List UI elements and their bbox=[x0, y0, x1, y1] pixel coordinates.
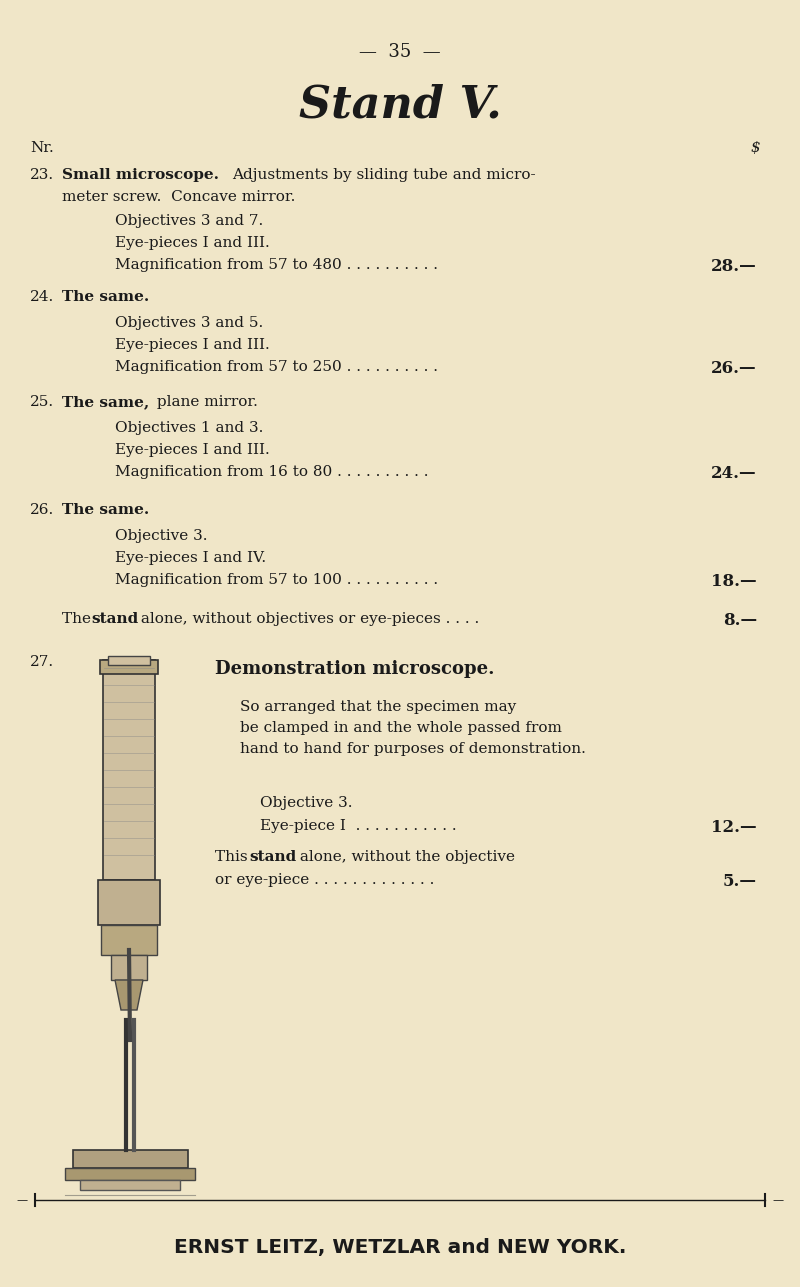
Text: stand: stand bbox=[249, 849, 296, 864]
Text: Objective 3.: Objective 3. bbox=[260, 795, 353, 810]
Text: 23.: 23. bbox=[30, 169, 54, 181]
Text: ERNST LEITZ, WETZLAR and NEW YORK.: ERNST LEITZ, WETZLAR and NEW YORK. bbox=[174, 1238, 626, 1257]
Bar bbox=[111, 955, 147, 979]
Bar bbox=[101, 925, 157, 955]
Text: 28.—: 28.— bbox=[711, 257, 757, 275]
Text: Objectives 3 and 5.: Objectives 3 and 5. bbox=[115, 317, 263, 329]
Bar bbox=[100, 660, 158, 674]
Text: —  35  —: — 35 — bbox=[359, 42, 441, 60]
Text: Magnification from 57 to 480 . . . . . . . . . .: Magnification from 57 to 480 . . . . . .… bbox=[115, 257, 438, 272]
Text: 24.: 24. bbox=[30, 290, 54, 304]
Bar bbox=[73, 1151, 188, 1169]
Text: Magnification from 57 to 100 . . . . . . . . . .: Magnification from 57 to 100 . . . . . .… bbox=[115, 573, 438, 587]
Text: Objectives 1 and 3.: Objectives 1 and 3. bbox=[115, 421, 263, 435]
Text: 24.—: 24.— bbox=[711, 465, 757, 483]
Text: 12.—: 12.— bbox=[711, 819, 757, 837]
Text: 8.—: 8.— bbox=[723, 613, 757, 629]
Text: The same.: The same. bbox=[62, 290, 150, 304]
Text: alone, without objectives or eye-pieces . . . .: alone, without objectives or eye-pieces … bbox=[136, 613, 479, 625]
Text: —: — bbox=[17, 1196, 28, 1205]
Text: 18.—: 18.— bbox=[711, 573, 757, 589]
Text: Eye-pieces I and III.: Eye-pieces I and III. bbox=[115, 338, 270, 353]
Text: Eye-pieces I and III.: Eye-pieces I and III. bbox=[115, 443, 270, 457]
Text: 26.—: 26.— bbox=[711, 360, 757, 377]
Text: meter screw.  Concave mirror.: meter screw. Concave mirror. bbox=[62, 190, 295, 205]
Text: Objective 3.: Objective 3. bbox=[115, 529, 207, 543]
Text: Eye-pieces I and IV.: Eye-pieces I and IV. bbox=[115, 551, 266, 565]
Text: —: — bbox=[772, 1196, 783, 1205]
Text: Magnification from 57 to 250 . . . . . . . . . .: Magnification from 57 to 250 . . . . . .… bbox=[115, 360, 438, 375]
Text: The: The bbox=[62, 613, 96, 625]
Text: Demonstration microscope.: Demonstration microscope. bbox=[215, 660, 494, 678]
Text: Magnification from 16 to 80 . . . . . . . . . .: Magnification from 16 to 80 . . . . . . … bbox=[115, 465, 429, 479]
Text: Stand V.: Stand V. bbox=[298, 84, 502, 126]
Text: Adjustments by sliding tube and micro-: Adjustments by sliding tube and micro- bbox=[232, 169, 536, 181]
Bar bbox=[103, 660, 155, 880]
Text: 25.: 25. bbox=[30, 395, 54, 409]
Text: 26.: 26. bbox=[30, 503, 54, 517]
Text: $: $ bbox=[750, 142, 760, 154]
Text: plane mirror.: plane mirror. bbox=[152, 395, 258, 409]
Bar bbox=[80, 1180, 180, 1190]
Polygon shape bbox=[115, 979, 143, 1010]
Text: 5.—: 5.— bbox=[723, 873, 757, 891]
Text: Eye-pieces I and III.: Eye-pieces I and III. bbox=[115, 236, 270, 250]
Text: alone, without the objective: alone, without the objective bbox=[295, 849, 515, 864]
Text: The same,: The same, bbox=[62, 395, 150, 409]
Bar bbox=[65, 1169, 195, 1180]
Text: This: This bbox=[215, 849, 253, 864]
Bar bbox=[98, 880, 160, 925]
Text: stand: stand bbox=[91, 613, 138, 625]
Text: Eye-piece I  . . . . . . . . . . .: Eye-piece I . . . . . . . . . . . bbox=[260, 819, 457, 833]
Text: Objectives 3 and 7.: Objectives 3 and 7. bbox=[115, 214, 263, 228]
Text: 27.: 27. bbox=[30, 655, 54, 669]
Text: The same.: The same. bbox=[62, 503, 150, 517]
Bar bbox=[108, 656, 150, 665]
Text: Small microscope.: Small microscope. bbox=[62, 169, 219, 181]
Text: So arranged that the specimen may
be clamped in and the whole passed from
hand t: So arranged that the specimen may be cla… bbox=[240, 700, 586, 757]
Text: or eye-piece . . . . . . . . . . . . .: or eye-piece . . . . . . . . . . . . . bbox=[215, 873, 434, 887]
Text: Nr.: Nr. bbox=[30, 142, 54, 154]
